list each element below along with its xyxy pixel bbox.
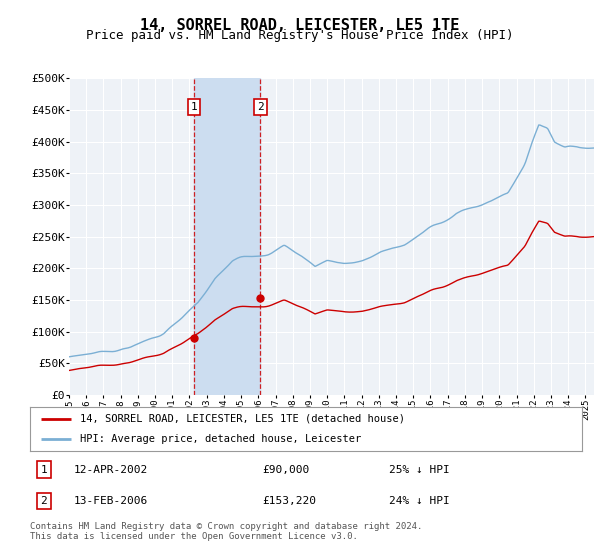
Text: 1: 1: [40, 465, 47, 475]
Text: £153,220: £153,220: [262, 496, 316, 506]
Text: HPI: Average price, detached house, Leicester: HPI: Average price, detached house, Leic…: [80, 434, 361, 444]
Text: £90,000: £90,000: [262, 465, 309, 475]
Text: 24% ↓ HPI: 24% ↓ HPI: [389, 496, 449, 506]
Text: Price paid vs. HM Land Registry's House Price Index (HPI): Price paid vs. HM Land Registry's House …: [86, 29, 514, 42]
Bar: [194, 78, 260, 395]
Text: 25% ↓ HPI: 25% ↓ HPI: [389, 465, 449, 475]
Text: 14, SORREL ROAD, LEICESTER, LE5 1TE: 14, SORREL ROAD, LEICESTER, LE5 1TE: [140, 18, 460, 33]
Text: 1: 1: [191, 102, 197, 112]
Text: 13-FEB-2006: 13-FEB-2006: [74, 496, 148, 506]
Text: 12-APR-2002: 12-APR-2002: [74, 465, 148, 475]
Text: Contains HM Land Registry data © Crown copyright and database right 2024.
This d: Contains HM Land Registry data © Crown c…: [30, 522, 422, 542]
Text: 14, SORREL ROAD, LEICESTER, LE5 1TE (detached house): 14, SORREL ROAD, LEICESTER, LE5 1TE (det…: [80, 414, 404, 424]
Text: 2: 2: [257, 102, 264, 112]
Text: 2: 2: [40, 496, 47, 506]
